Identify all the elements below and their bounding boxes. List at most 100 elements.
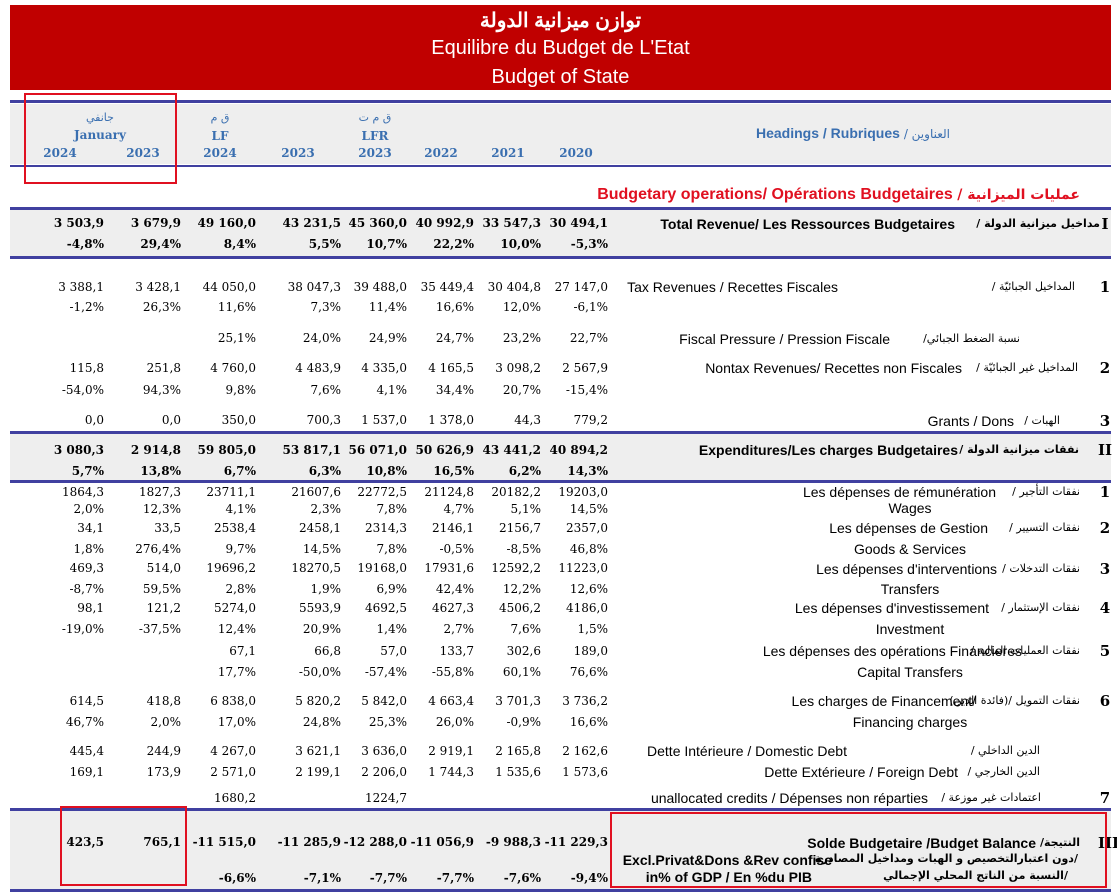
cell-growth: 11,4% <box>368 300 407 314</box>
row-label: Nontax Revenues/ Recettes non Fiscales <box>705 360 962 376</box>
cell-value: 3 621,1 <box>295 744 341 758</box>
row-sublabel: Wages <box>888 500 932 516</box>
year-col-3: 2024 <box>203 146 237 160</box>
cell-growth: 26,0% <box>435 715 474 729</box>
cell-value: 11223,0 <box>558 561 608 575</box>
row-label-arabic: / الدين الخارجي <box>967 765 1040 778</box>
cell-growth: 14,5% <box>569 502 608 516</box>
cell-value: 2314,3 <box>365 521 407 535</box>
cell-growth: 1,9% <box>310 582 342 596</box>
cell-growth: 10,0% <box>500 237 541 251</box>
row-index: 1 <box>1099 278 1111 296</box>
lf-arabic: ق م <box>210 111 230 124</box>
cell-value: 0,0 <box>161 413 181 427</box>
cell-value: 2 919,1 <box>428 744 474 758</box>
row-sublabel: Goods & Services <box>853 541 967 557</box>
cell-value: 2156,7 <box>499 521 541 535</box>
cell-value: 4 760,0 <box>210 361 256 375</box>
cell-value: 418,8 <box>146 694 181 708</box>
cell-value: 30 404,8 <box>487 280 541 294</box>
cell-growth: -19,0% <box>61 622 104 636</box>
row-index: 3 <box>1099 412 1111 430</box>
cell-growth: 11,6% <box>217 300 256 314</box>
cell-growth: 16,5% <box>433 464 474 478</box>
cell-value: 115,8 <box>69 361 104 375</box>
cell-growth: 34,4% <box>435 383 474 397</box>
cell-value: 45 360,0 <box>348 216 407 230</box>
cell-value: 19203,0 <box>558 485 608 499</box>
cell-value: 173,9 <box>146 765 181 779</box>
cell-growth: 7,8% <box>376 542 408 556</box>
cell-growth: 17,0% <box>217 715 256 729</box>
cell-value: 49 160,0 <box>197 216 256 230</box>
cell-value: 43 441,2 <box>482 443 541 457</box>
balance-band <box>10 811 1111 889</box>
balance-sub2-arabic: النسبة من الناتج المحلي الإجمالي/ <box>883 869 1068 882</box>
cell-value: 244,9 <box>146 744 181 758</box>
row-label: Les dépenses de Gestion <box>829 520 988 536</box>
row-label: Grants / Dons <box>927 413 1014 429</box>
row-label: Les dépenses d'investissement <box>794 600 989 616</box>
cell-value: 21124,8 <box>424 485 474 499</box>
row-index: III <box>1098 834 1117 852</box>
row-label-arabic: / نفقات التأجير <box>1012 485 1080 498</box>
cell-value: 4186,0 <box>566 601 608 615</box>
cell-growth: 9,8% <box>225 383 257 397</box>
cell-growth: 59,5% <box>142 582 181 596</box>
cell-value: 6 838,0 <box>210 694 256 708</box>
cell-value: 25,1% <box>217 331 256 345</box>
cell-growth: -6,1% <box>573 300 608 314</box>
cell-value: 12592,2 <box>491 561 541 575</box>
cell-value: 2146,1 <box>432 521 474 535</box>
cell-growth: 94,3% <box>142 383 181 397</box>
cell-value: 1224,7 <box>365 791 407 805</box>
cell-value: 3 388,1 <box>58 280 104 294</box>
cell-value: 2 571,0 <box>210 765 256 779</box>
cell-value: 514,0 <box>146 561 181 575</box>
cell-growth: 2,0% <box>150 715 182 729</box>
section-title: Budgetary operations/ Opérations Budgeta… <box>597 186 1080 203</box>
cell-value: 3 080,3 <box>53 443 104 457</box>
cell-growth: 2,0% <box>73 502 105 516</box>
cell-growth: -54,0% <box>61 383 104 397</box>
cell-value: 1827,3 <box>139 485 181 499</box>
cell-growth: 10,7% <box>366 237 407 251</box>
cell-value: -11 515,0 <box>192 835 256 849</box>
cell-growth: 13,8% <box>140 464 181 478</box>
cell-value: 5 820,2 <box>295 694 341 708</box>
cell-growth: 10,8% <box>366 464 407 478</box>
row-label: Dette Intérieure / Domestic Debt <box>647 743 847 759</box>
cell-value: 1 378,0 <box>428 413 474 427</box>
cell-growth: 2,8% <box>225 582 257 596</box>
cell-growth: -50,0% <box>298 665 341 679</box>
row-label-arabic: / الدين الداخلي <box>970 744 1040 757</box>
rule <box>10 808 1111 811</box>
row-label-arabic: /النتيجة <box>1039 836 1080 849</box>
cell-value: 4 483,9 <box>295 361 341 375</box>
cell-value: 1 573,6 <box>562 765 608 779</box>
cell-value: 133,7 <box>439 644 474 658</box>
year-col-1: 2024 <box>43 146 77 160</box>
row-label-arabic: / نفقات العمليات المالية <box>970 644 1080 657</box>
headings-label: Headings / Rubriques / العناوين <box>756 125 950 141</box>
cell-growth: 25,3% <box>368 715 407 729</box>
cell-value: 24,0% <box>302 331 341 345</box>
cell-value: -9 988,3 <box>485 835 541 849</box>
row-index: 2 <box>1099 519 1111 537</box>
cell-growth: 5,5% <box>308 237 341 251</box>
cell-value: 779,2 <box>573 413 608 427</box>
cell-value: 700,3 <box>306 413 341 427</box>
cell-growth: 22,2% <box>433 237 474 251</box>
cell-growth: 20,9% <box>302 622 341 636</box>
cell-value: 765,1 <box>143 835 181 849</box>
cell-value: 66,8 <box>314 644 341 658</box>
cell-growth: -5,3% <box>570 237 608 251</box>
cell-growth: -7,6% <box>503 871 541 885</box>
row-label: Solde Budgetaire /Budget Balance <box>807 835 1036 851</box>
cell-growth: 12,2% <box>502 582 541 596</box>
cell-value: 20182,2 <box>491 485 541 499</box>
lfr-arabic: ق م ت <box>358 111 392 124</box>
cell-value: 2 206,0 <box>361 765 407 779</box>
cell-value: 53 817,1 <box>282 443 341 457</box>
header-band <box>10 104 1111 164</box>
